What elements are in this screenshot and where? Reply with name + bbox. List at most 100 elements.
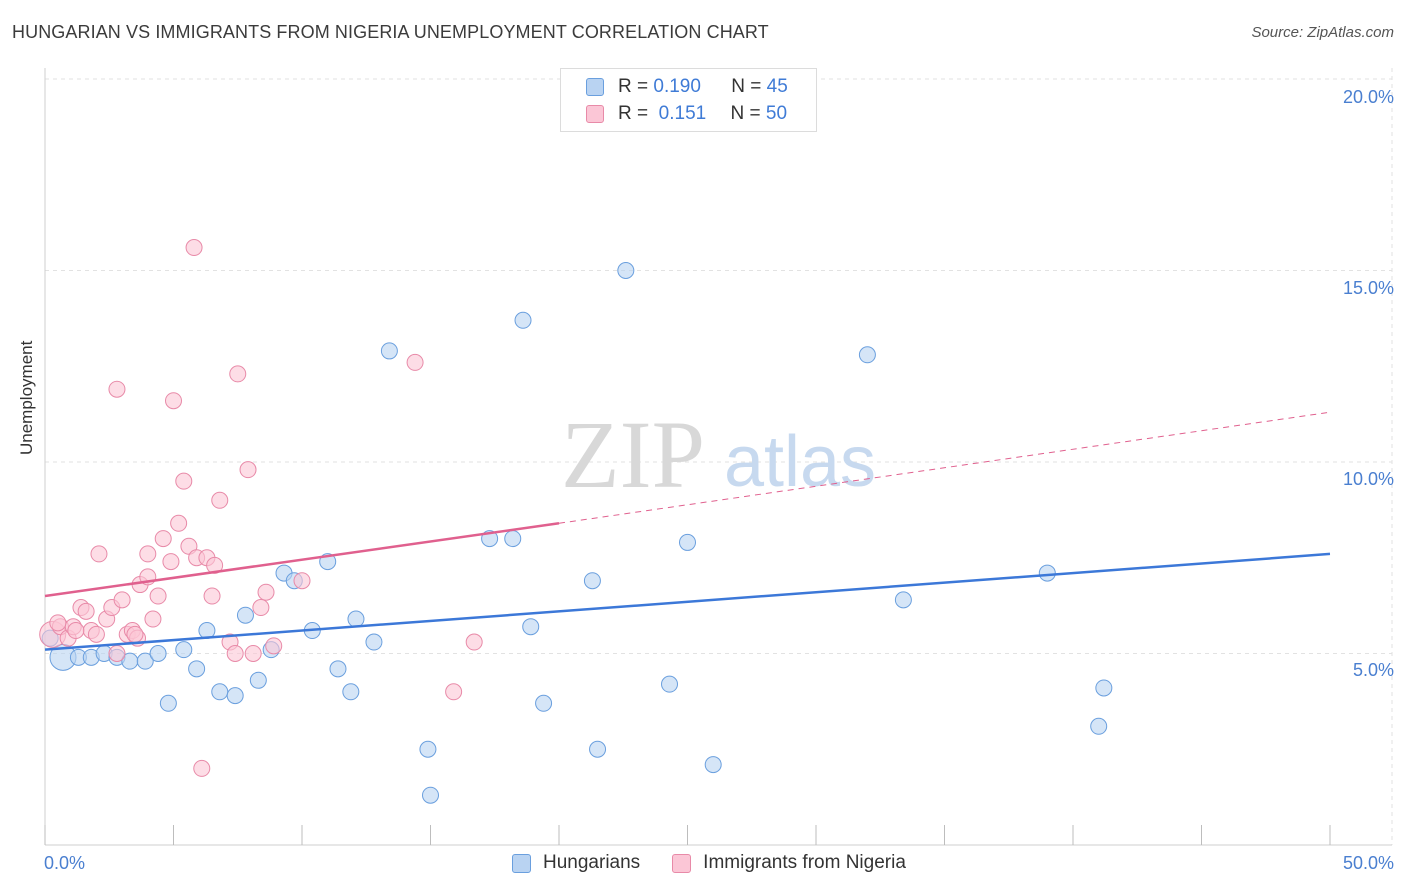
legend-swatch [672,853,692,873]
point-nigeria [203,587,221,605]
point-nigeria [170,514,188,532]
point-nigeria [108,645,126,662]
trend-line-hungarians [44,552,1331,651]
x-tick-label: 0.0% [44,853,86,873]
series-legend-label: Immigrants from Nigeria [703,852,906,873]
data-points [39,239,1113,804]
point-hungarian [589,740,607,758]
point-nigeria [252,599,270,617]
legend-row-nigeria: R = 0.151 N = 50 [586,102,787,126]
point-hungarian [583,572,601,590]
legend-swatch [512,853,531,873]
point-nigeria [144,610,162,628]
point-nigeria [67,622,85,640]
point-nigeria [77,602,95,620]
point-hungarian [858,346,876,364]
point-nigeria [226,645,244,662]
point-hungarian [342,683,360,701]
point-nigeria [49,614,67,632]
point-hungarian [1038,564,1056,582]
point-hungarian [136,652,154,670]
point-hungarian [159,694,177,712]
source-label: Source: ZipAtlas.com [1251,24,1394,41]
point-hungarian [329,660,347,678]
series-legend: Hungarians Immigrants from Nigeria [512,852,938,874]
axes [44,68,1392,846]
point-hungarian [211,683,229,701]
point-hungarian [175,641,193,659]
point-hungarian [894,591,912,609]
point-nigeria [239,461,257,479]
legend-r-value: 0.151 [658,103,707,124]
legend-row-hungarians: R = 0.190 N = 45 [586,75,788,99]
legend: R = 0.190 N = 45 R = 0.151 N = 50 [560,68,817,132]
y-tick-label: 10.0% [1342,469,1394,489]
point-hungarian [347,610,365,628]
point-nigeria [87,625,105,643]
point-hungarian [661,675,679,693]
series-legend-label: Hungarians [543,852,641,873]
point-nigeria [126,625,144,643]
point-nigeria [229,365,247,383]
point-hungarian [365,633,383,651]
point-hungarian [522,618,540,636]
point-nigeria [185,239,203,257]
legend-n-label: N = [730,103,761,124]
point-nigeria [465,633,483,651]
point-hungarian [188,660,206,678]
chart-title: HUNGARIAN VS IMMIGRANTS FROM NIGERIA UNE… [12,22,769,42]
point-nigeria [108,380,126,398]
legend-n-value: 50 [765,103,788,124]
point-nigeria [193,759,211,777]
point-hungarian [1095,679,1113,697]
legend-r-value: 0.190 [653,76,701,97]
point-nigeria [175,472,193,490]
trend-line-nigeria [44,522,560,598]
legend-swatch [586,105,604,123]
point-nigeria [244,645,262,662]
point-nigeria [211,491,229,509]
point-hungarian [535,694,553,712]
point-hungarian [226,687,244,705]
point-hungarian [422,786,439,804]
point-hungarian [617,262,635,279]
point-nigeria [90,545,108,563]
point-nigeria [206,556,224,574]
y-axis-label: Unemployment [17,340,36,455]
series-legend-nigeria: Immigrants from Nigeria [672,852,906,874]
point-hungarian [704,756,722,774]
y-tick-label: 15.0% [1342,278,1394,298]
point-hungarian [679,533,696,551]
point-nigeria [406,353,424,371]
watermark-zip: ZIP [561,401,705,508]
point-nigeria [149,587,167,605]
y-tick-label: 20.0% [1342,87,1394,107]
point-hungarian [1090,717,1108,735]
series-legend-hungarians: Hungarians [512,852,640,874]
point-nigeria [113,591,131,609]
legend-n-label: N = [731,76,762,97]
watermark-atlas: atlas [724,422,876,502]
grid-lines [45,68,1393,845]
point-hungarian [249,671,267,689]
point-nigeria [445,683,463,701]
point-nigeria [165,392,182,410]
legend-r-label: R = [618,76,649,97]
legend-swatch [586,78,604,96]
legend-n-value: 45 [766,76,788,97]
trend-line-nigeria-extension [558,411,1331,524]
legend-r-label: R = [618,103,649,124]
point-hungarian [514,311,532,329]
point-nigeria [162,553,180,571]
x-tick-label: 50.0% [1342,853,1394,873]
watermark: ZIP atlas [561,401,876,508]
point-hungarian [149,645,167,662]
point-nigeria [293,572,311,590]
y-tick-label: 5.0% [1352,660,1394,680]
point-hungarian [504,530,522,548]
trend-lines [44,411,1331,651]
point-nigeria [265,637,283,655]
point-nigeria [154,530,172,548]
point-hungarian [236,606,254,624]
point-hungarian [380,342,398,360]
